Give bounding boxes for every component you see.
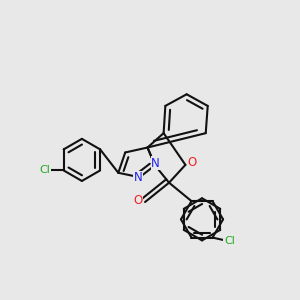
Text: N: N — [134, 171, 143, 184]
Text: N: N — [151, 157, 160, 170]
Text: O: O — [188, 156, 197, 170]
Text: Cl: Cl — [224, 236, 235, 246]
Text: O: O — [133, 194, 142, 207]
Text: Cl: Cl — [40, 165, 50, 176]
